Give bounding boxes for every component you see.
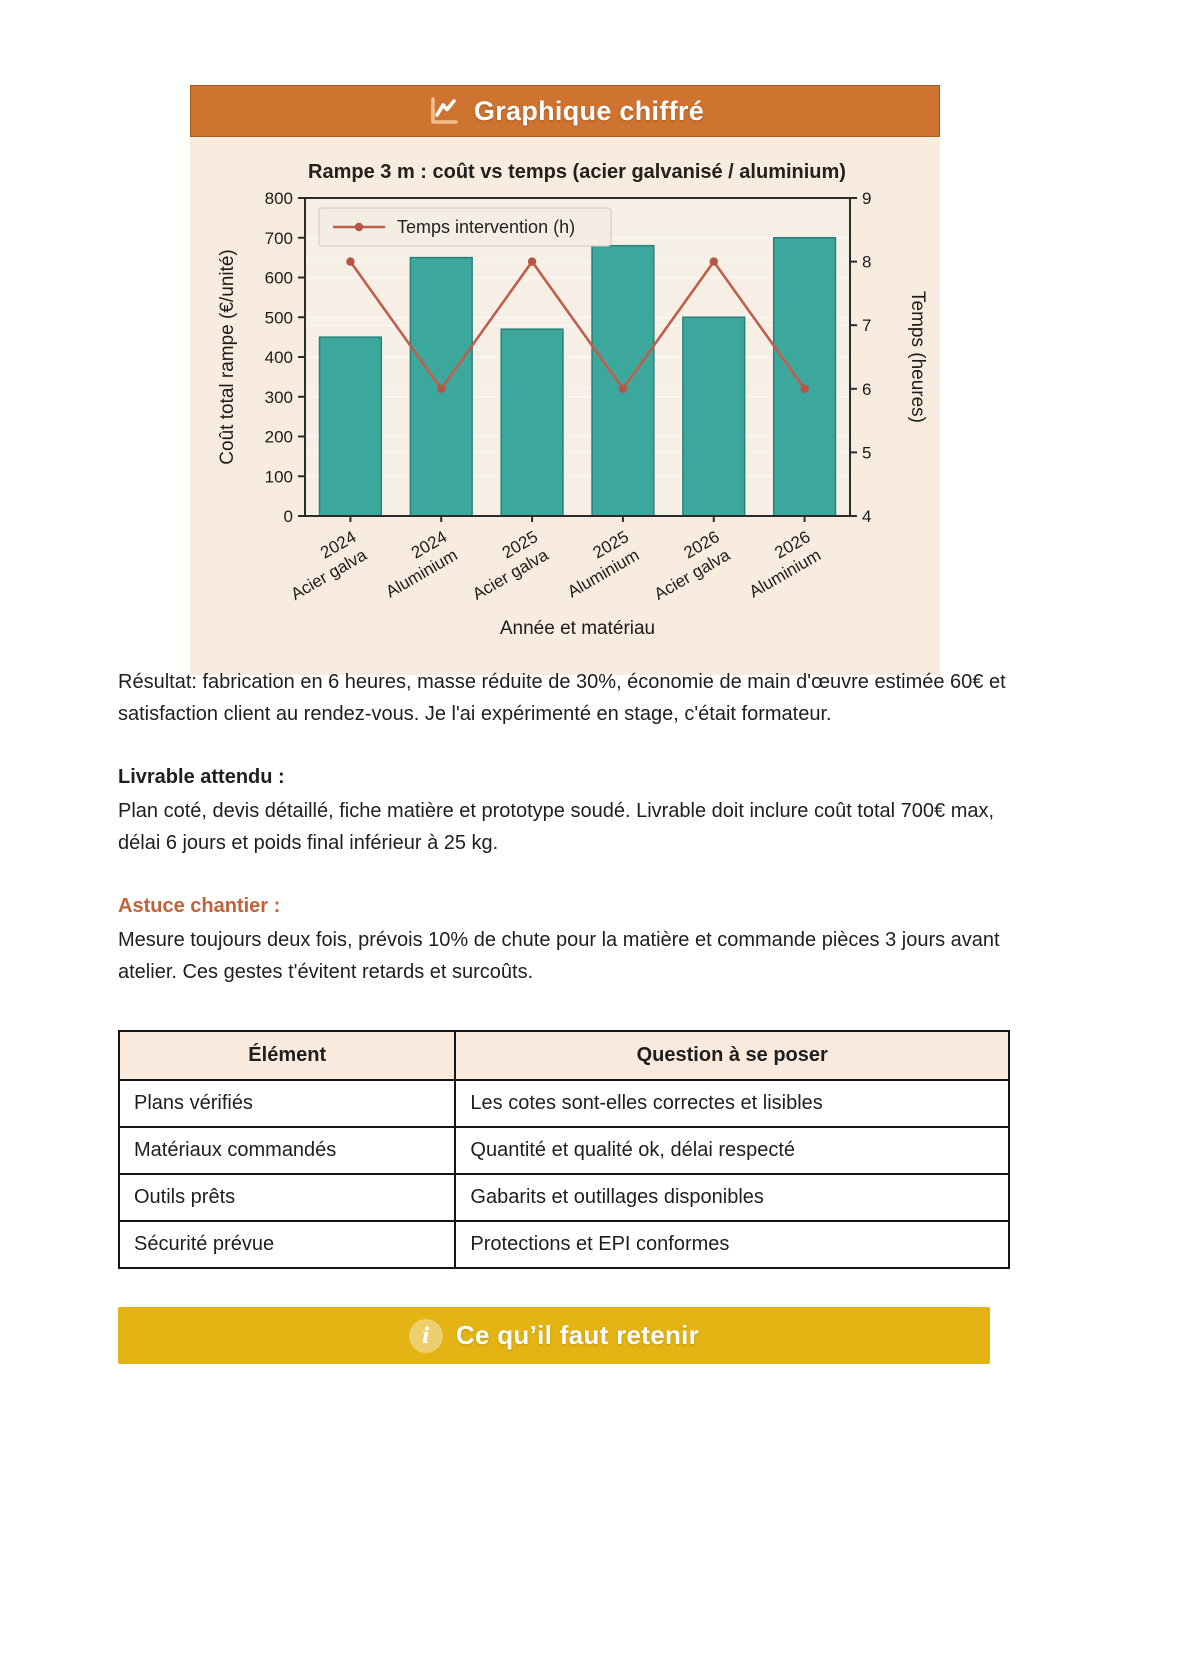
y-axis-label-right: Temps (heures) bbox=[907, 291, 928, 423]
line-marker bbox=[709, 257, 718, 266]
legend-box bbox=[318, 207, 612, 247]
table-header-row: Élément Question à se poser bbox=[117, 1030, 1010, 1082]
checklist-table-head: Élément Question à se poser bbox=[117, 1030, 1010, 1082]
tick-label: 700 bbox=[265, 229, 293, 248]
table-cell: Protections et EPI conformes bbox=[454, 1220, 1010, 1270]
tick-label: 300 bbox=[265, 388, 293, 407]
livrable-paragraph: Plan coté, devis détaillé, fiche matière… bbox=[118, 799, 995, 855]
table-cell: Sécurité prévue bbox=[117, 1220, 457, 1270]
result-paragraph: Résultat: fabrication en 6 heures, masse… bbox=[118, 671, 1006, 726]
y-axis-label-left: Coût total rampe (€/unité) bbox=[217, 249, 238, 464]
bar bbox=[591, 244, 655, 517]
table-cell: Outils prêts bbox=[117, 1173, 457, 1223]
info-icon: i bbox=[408, 1318, 443, 1353]
chart-card: Graphique chiffré Rampe 3 m : coût vs te… bbox=[190, 85, 940, 675]
table-cell: Plans vérifiés bbox=[117, 1079, 457, 1129]
legend-marker bbox=[354, 222, 364, 232]
tick-label: 600 bbox=[265, 269, 293, 288]
tick-label: 0 bbox=[284, 507, 293, 526]
tick-label: 500 bbox=[265, 308, 293, 327]
astuce-heading: Astuce chantier : bbox=[118, 894, 281, 917]
tick-label: 8 bbox=[862, 253, 871, 272]
bar bbox=[318, 336, 383, 517]
legend-label: Temps intervention (h) bbox=[397, 217, 575, 237]
line-marker bbox=[800, 384, 809, 393]
chart-title: Rampe 3 m : coût vs temps (acier galvani… bbox=[308, 161, 846, 183]
line-marker bbox=[618, 384, 628, 393]
table-header-cell: Élément bbox=[117, 1030, 457, 1082]
tick-label: 400 bbox=[265, 348, 293, 367]
retenir-banner-label: Ce qu’il faut retenir bbox=[455, 1320, 700, 1351]
chart-panel: Rampe 3 m : coût vs temps (acier galvani… bbox=[190, 137, 940, 675]
line-marker bbox=[437, 384, 446, 393]
livrable-heading: Livrable attendu : bbox=[118, 765, 285, 788]
x-axis-label: Année et matériau bbox=[500, 618, 655, 639]
line-series bbox=[349, 259, 806, 392]
table-row: Outils prêts Gabarits et outillages dispo… bbox=[117, 1173, 1010, 1223]
tick-label: 6 bbox=[862, 380, 871, 399]
tick-label: 5 bbox=[862, 443, 871, 462]
line-marker bbox=[527, 257, 537, 266]
tick-label: 7 bbox=[862, 316, 871, 335]
table-row: Sécurité prévue Protections et EPI confor… bbox=[117, 1220, 1010, 1270]
table-row: Plans vérifiés Les cotes sont-elles corre… bbox=[117, 1079, 1010, 1129]
astuce-paragraph: Mesure toujours deux fois, prévois 10% d… bbox=[118, 928, 1000, 983]
table-cell: Gabarits et outillages disponibles bbox=[454, 1173, 1010, 1223]
bar bbox=[772, 237, 837, 517]
retenir-banner: i Ce qu’il faut retenir bbox=[118, 1307, 990, 1365]
table-row: Matériaux commandés Quantité et qualité o… bbox=[117, 1126, 1010, 1176]
line-marker bbox=[346, 257, 355, 266]
table-cell: Quantité et qualité ok, délai respecté bbox=[454, 1126, 1010, 1176]
checklist-table: Élément Question à se poser Plans vérifié… bbox=[117, 1030, 1010, 1270]
chart-card-header: Graphique chiffré bbox=[190, 85, 940, 137]
tick-label: 200 bbox=[265, 428, 293, 447]
tick-label: 800 bbox=[265, 189, 293, 208]
checklist-table-body: Plans vérifiés Les cotes sont-elles corre… bbox=[117, 1079, 1010, 1270]
chart: 0 100 200 300 400 500 600 700 800 4 5 6 7 8 9 2024Acier… bbox=[217, 189, 928, 639]
bar bbox=[682, 316, 746, 517]
bar bbox=[500, 328, 564, 517]
table-header-cell: Question à se poser bbox=[454, 1030, 1010, 1082]
tick-label: 100 bbox=[265, 467, 293, 486]
content: Résultat: fabrication en 6 heures, masse… bbox=[117, 666, 1010, 1365]
chart-card-title: Graphique chiffré bbox=[473, 95, 705, 126]
tick-label: 4 bbox=[862, 507, 871, 526]
line-chart-icon bbox=[426, 93, 462, 129]
table-cell: Les cotes sont-elles correctes et lisibl… bbox=[454, 1079, 1010, 1129]
tick-label: 9 bbox=[862, 189, 871, 208]
table-cell: Matériaux commandés bbox=[117, 1126, 457, 1176]
